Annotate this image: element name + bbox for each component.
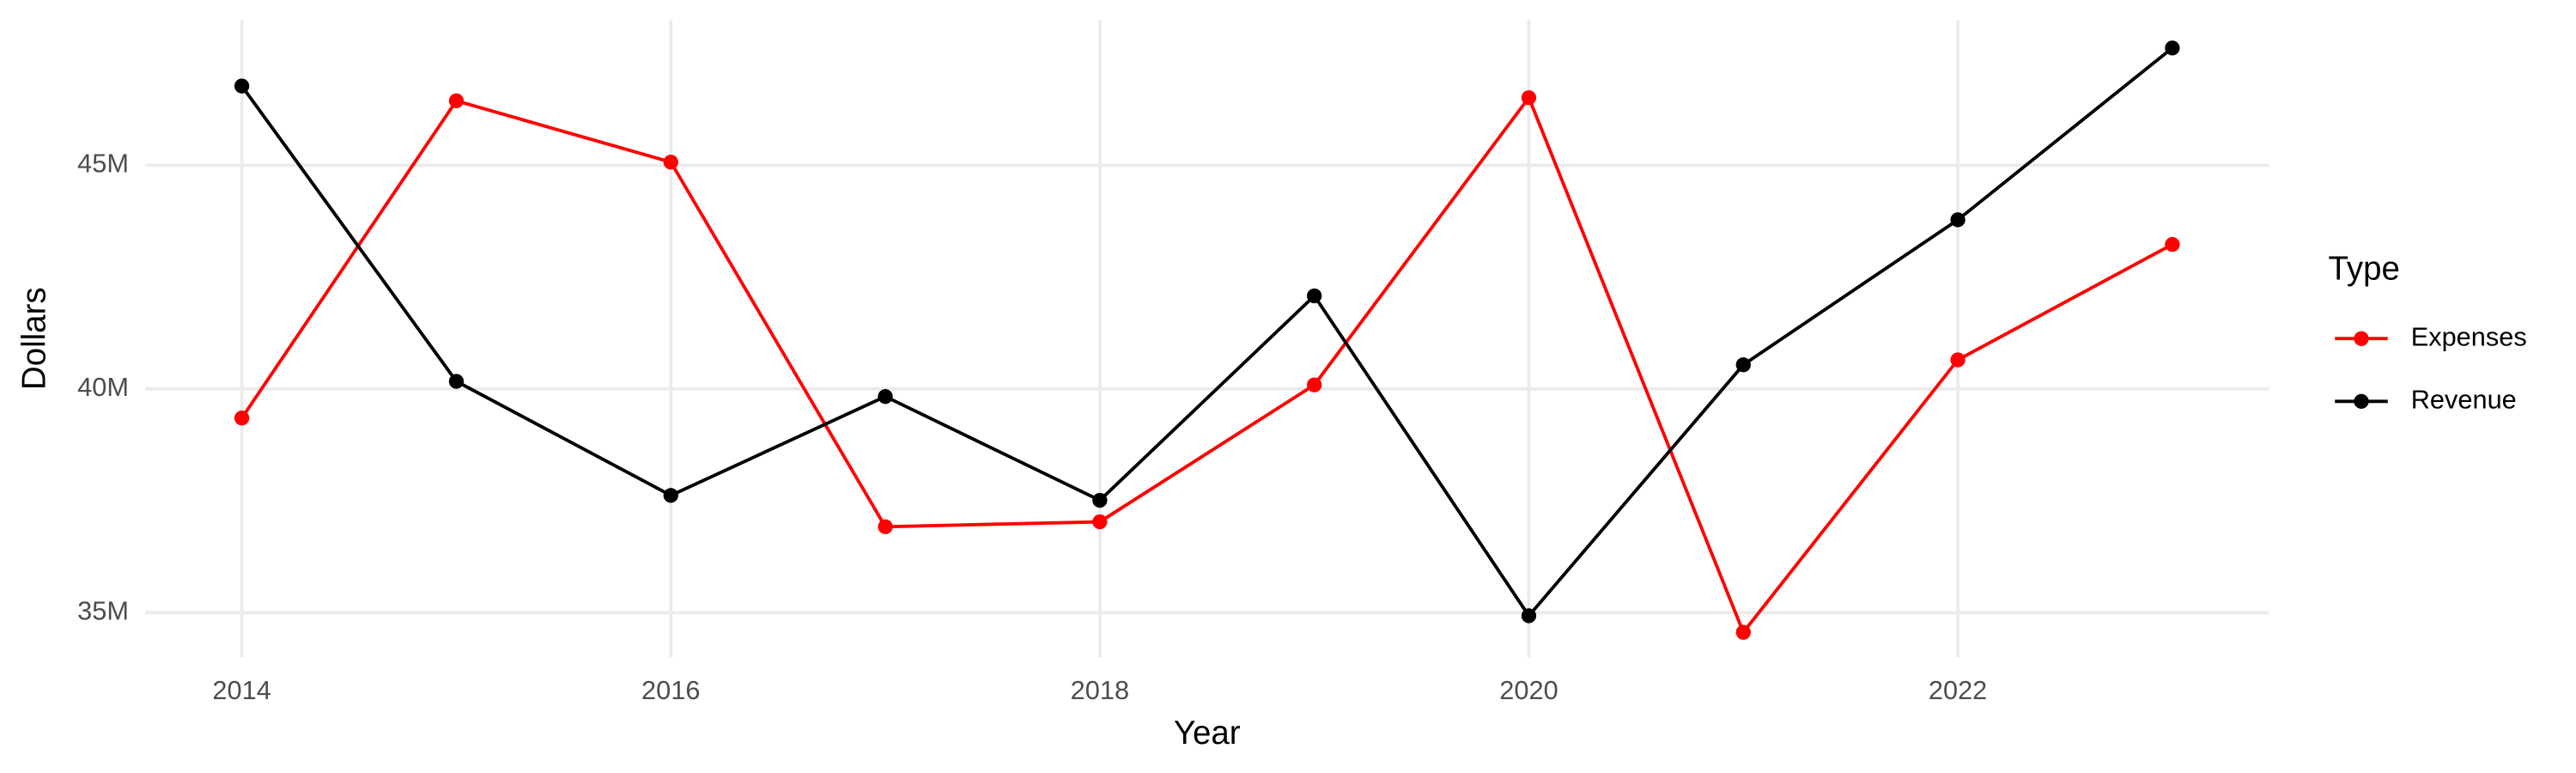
x-tick-label: 2014 — [212, 675, 270, 705]
y-tick-label: 40M — [77, 372, 129, 402]
data-point — [1521, 90, 1537, 106]
y-axis-title: Dollars — [15, 287, 52, 390]
data-point — [663, 488, 678, 503]
x-tick-label: 2018 — [1071, 675, 1129, 705]
x-tick-label: 2022 — [1929, 675, 1987, 705]
data-point — [1307, 377, 1322, 393]
data-point — [1092, 514, 1108, 530]
x-axis-title: Year — [1174, 715, 1241, 752]
data-point — [2165, 236, 2180, 253]
y-tick-label: 45M — [77, 149, 129, 179]
x-tick-label: 2016 — [641, 675, 700, 705]
data-point — [2165, 40, 2180, 56]
legend-title: Type — [2329, 251, 2400, 288]
data-point — [1735, 624, 1751, 640]
legend-marker — [2354, 331, 2369, 346]
legend-label: Expenses — [2411, 321, 2527, 351]
legend-marker — [2354, 393, 2369, 409]
series-line — [240, 46, 2174, 619]
data-point — [1521, 608, 1537, 624]
y-tick-label: 35M — [77, 595, 129, 625]
data-point — [878, 389, 893, 405]
data-point — [1950, 212, 1965, 228]
data-point — [448, 93, 465, 109]
x-tick-label: 2020 — [1499, 675, 1558, 705]
data-point — [234, 78, 250, 94]
series-line — [240, 94, 2173, 636]
data-point — [1092, 492, 1108, 508]
legend-label: Revenue — [2411, 384, 2517, 414]
data-point — [234, 411, 250, 426]
data-point — [1735, 357, 1751, 373]
data-point — [1950, 352, 1965, 368]
data-point — [663, 155, 678, 170]
data-point — [448, 374, 465, 389]
data-point — [1307, 288, 1322, 304]
data-point — [878, 519, 893, 534]
